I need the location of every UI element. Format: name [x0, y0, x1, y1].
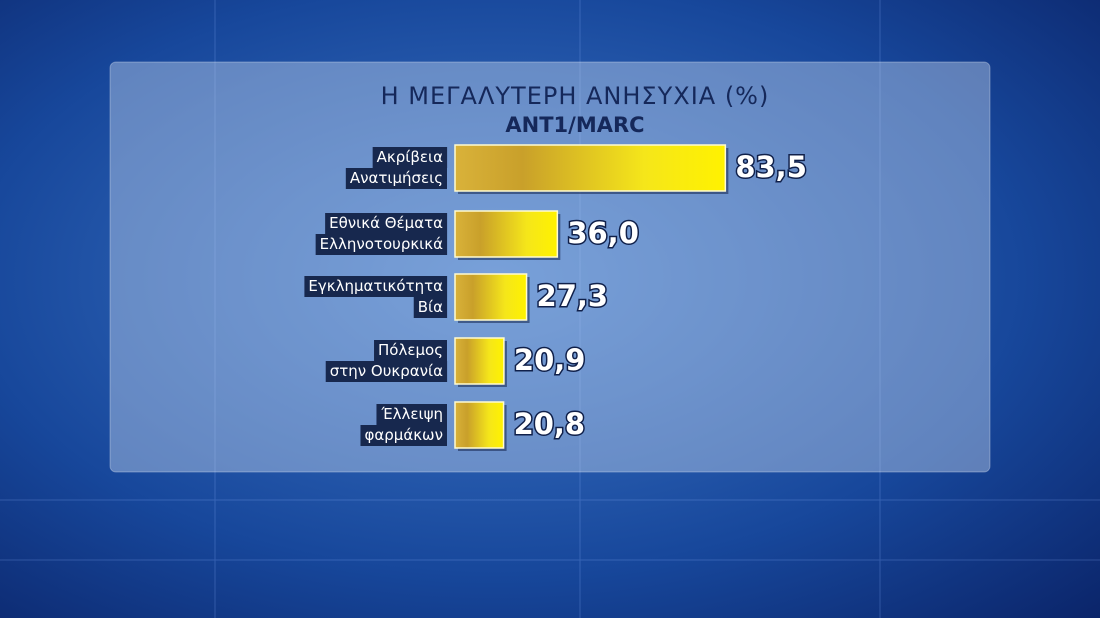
category-label: Πόλεμος	[378, 341, 443, 359]
bar	[454, 210, 559, 258]
category-label: Εθνικά Θέματα	[329, 214, 443, 232]
category-label: Έλλειψη	[380, 405, 443, 423]
value-label: 20,8	[514, 407, 586, 441]
category-label: στην Ουκρανία	[330, 362, 443, 380]
category-label: φαρμάκων	[364, 426, 443, 444]
category-label-box	[413, 297, 448, 318]
value-label: 83,5	[735, 150, 807, 184]
category-label: Ανατιμήσεις	[350, 169, 443, 187]
category-label-box	[315, 234, 448, 255]
category-label-box	[376, 404, 447, 425]
category-label-box	[304, 276, 448, 297]
category-label-box	[345, 168, 447, 189]
chart-title: Η ΜΕΓΑΛΥΤΕΡΗ ΑΝΗΣΥΧΙΑ (%)	[381, 82, 770, 110]
bar	[454, 401, 505, 449]
value-label: 27,3	[537, 279, 609, 313]
category-label: Ακρίβεια	[377, 148, 443, 166]
category-label-box	[325, 361, 448, 382]
category-label-box	[374, 340, 447, 361]
value-label: 20,9	[514, 343, 586, 377]
category-label: Ελληνοτουρκικά	[320, 235, 443, 253]
category-label-box	[360, 425, 447, 446]
category-label: Εγκληματικότητα	[308, 277, 443, 295]
category-label-box	[372, 147, 448, 168]
category-label: Βία	[418, 298, 443, 316]
category-label-box	[325, 213, 448, 234]
value-label: 36,0	[567, 216, 639, 250]
bar	[454, 144, 727, 192]
chart-subtitle: ANT1/MARC	[505, 113, 644, 137]
bar	[454, 337, 505, 385]
bar	[454, 273, 528, 321]
